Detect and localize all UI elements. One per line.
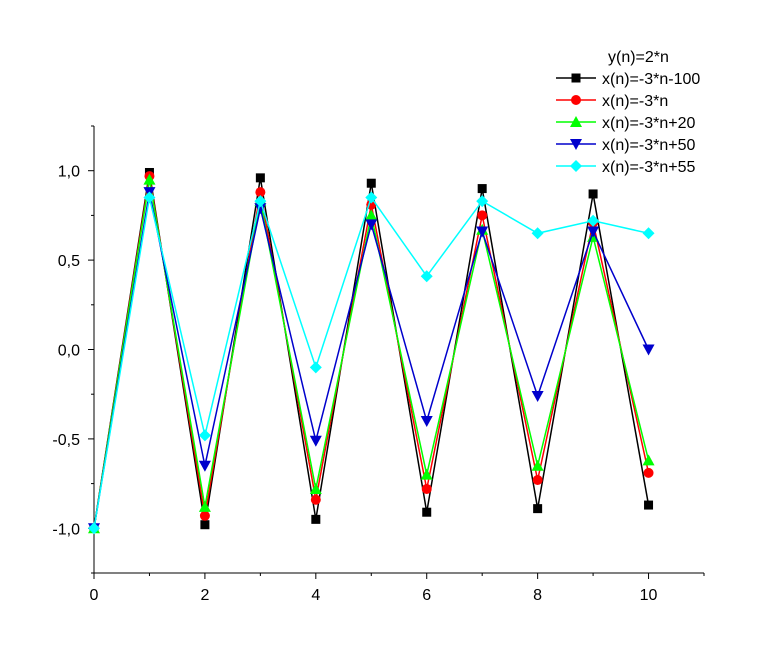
legend-marker [570, 139, 582, 150]
legend-item-4: x(n)=-3*n+50 [556, 137, 695, 154]
data-point [643, 467, 654, 478]
data-point [88, 522, 100, 535]
data-point [477, 210, 488, 221]
legend-label: x(n)=-3*n+20 [602, 115, 695, 132]
data-point [420, 270, 433, 283]
data-point [309, 435, 322, 447]
data-point [198, 429, 211, 442]
legend-marker [571, 73, 581, 83]
legend: y(n)=2*n x(n)=-3*n-100 x(n)=-3*n x(n)=-3*n… [556, 49, 700, 176]
legend-item-5: x(n)=-3*n+55 [556, 159, 695, 176]
data-point [531, 390, 544, 402]
data-point [310, 494, 321, 505]
data-point [420, 468, 433, 480]
data-point [199, 510, 210, 521]
data-point [143, 191, 156, 204]
data-point [531, 227, 544, 240]
legend-title: y(n)=2*n [608, 49, 669, 66]
data-point [143, 173, 156, 185]
series-line [93, 179, 650, 529]
legend-marker [571, 95, 581, 105]
data-point [198, 460, 211, 472]
x-tick-label: 4 [311, 587, 320, 604]
data-point [642, 454, 655, 466]
data-point [365, 209, 378, 221]
legend-marker [570, 116, 582, 127]
legend-label: x(n)=-3*n+55 [602, 159, 695, 176]
data-point [531, 459, 544, 471]
x-tick-label: 0 [90, 587, 99, 604]
y-tick-label: -0,5 [52, 432, 80, 449]
series-line [93, 195, 649, 529]
data-point [588, 189, 598, 199]
legend-label: x(n)=-3*n+50 [602, 137, 695, 154]
axes: 0 2 4 6 8 10 1,0 0,5 0,0 -0,5 -1,0 [52, 125, 705, 604]
data-point [254, 195, 267, 208]
data-point [420, 416, 433, 428]
y-tick-label: 0,5 [58, 253, 80, 270]
legend-label: x(n)=-3*n [602, 93, 668, 110]
legend-item-2: x(n)=-3*n [556, 93, 668, 110]
data-point [476, 195, 489, 208]
data-point [642, 344, 655, 356]
data-point [476, 226, 489, 238]
legend-marker [570, 160, 582, 172]
legend-item-3: x(n)=-3*n+20 [556, 115, 695, 132]
data-point [533, 504, 543, 514]
y-tick-label: -1,0 [52, 521, 80, 538]
data-point [587, 214, 600, 227]
data-point [422, 507, 432, 517]
series-5 [88, 191, 655, 535]
series-4 [88, 187, 655, 535]
data-point [198, 500, 211, 512]
data-point [365, 191, 378, 204]
data-point [421, 483, 432, 494]
series-layer [88, 167, 655, 535]
data-point [255, 187, 266, 198]
data-point [255, 173, 265, 183]
data-point [587, 226, 600, 238]
legend-item-1: x(n)=-3*n-100 [556, 71, 700, 88]
y-tick-label: 1,0 [58, 164, 80, 181]
data-point [309, 482, 322, 494]
data-point [309, 361, 322, 374]
data-point [644, 500, 654, 510]
series-2 [89, 171, 654, 534]
data-point [365, 219, 378, 231]
data-point [477, 184, 487, 194]
series-line [93, 192, 650, 529]
data-point [642, 227, 655, 240]
data-point [254, 203, 267, 215]
x-tick-label: 10 [640, 587, 658, 604]
legend-label: x(n)=-3*n-100 [602, 71, 700, 88]
data-point [366, 178, 376, 188]
data-point [311, 514, 321, 524]
data-point [532, 475, 543, 486]
x-tick-label: 6 [422, 587, 431, 604]
y-tick-label: 0,0 [58, 343, 80, 360]
x-tick-label: 8 [533, 587, 542, 604]
x-tick-label: 2 [200, 587, 209, 604]
data-point [200, 520, 210, 530]
